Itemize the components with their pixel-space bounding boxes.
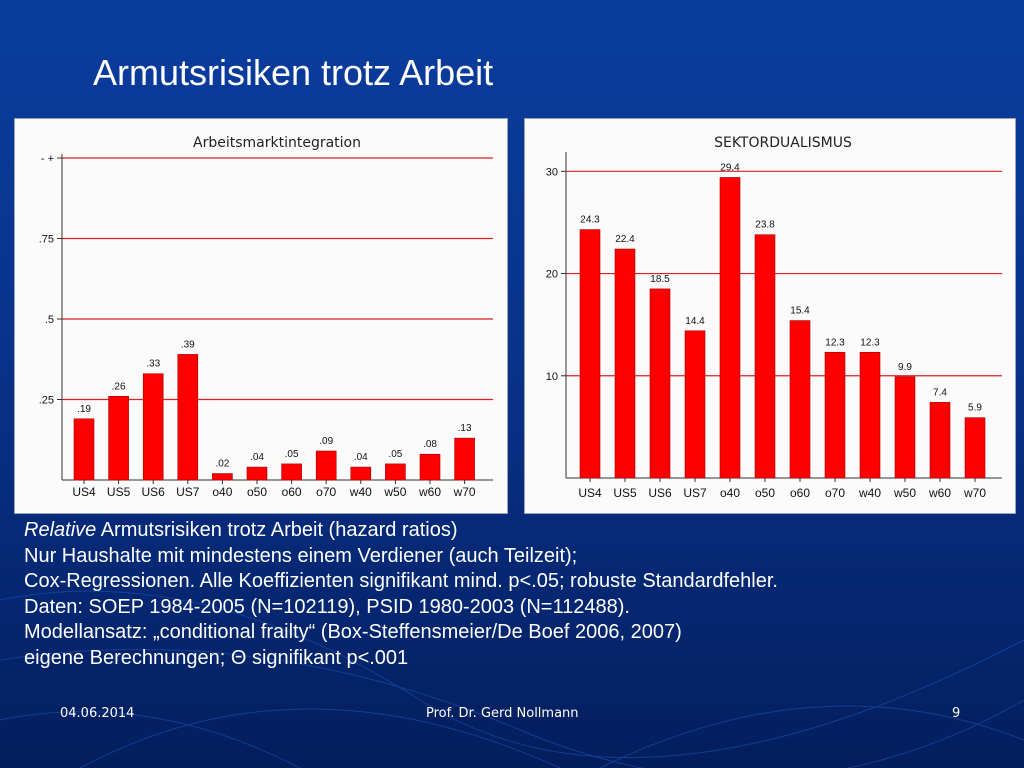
bar <box>350 466 372 481</box>
chart-panel-sektordualismus: SEKTORDUALISMUS 10 20 30 24.3 US4 22.4 US5 18.5 U… <box>524 118 1016 514</box>
caption-line-3: Cox-Regressionen. Alle Koeffizienten sig… <box>24 570 778 592</box>
caption-line-4: Daten: SOEP 1984-2005 (N=102119), PSID 1… <box>24 595 630 618</box>
bar <box>177 354 199 481</box>
x-tick-label: w40 <box>349 485 372 499</box>
bar <box>142 373 164 481</box>
bar <box>859 351 881 479</box>
data-label: 15.4 <box>790 306 810 317</box>
data-label: .26 <box>112 381 126 392</box>
x-tick-label: o70 <box>316 485 336 499</box>
x-tick-label: US5 <box>613 486 637 500</box>
x-tick-label: w60 <box>418 485 441 499</box>
bar <box>246 466 268 481</box>
y-tick-label: 30 <box>546 166 558 178</box>
caption-line-1-rest: Armutsrisiken trotz Arbeit (hazard ratio… <box>96 519 458 541</box>
y-tick-label: - + <box>41 153 54 165</box>
chart-sektordualismus: SEKTORDUALISMUS 10 20 30 24.3 US4 22.4 US5 18.5 U… <box>546 135 1002 500</box>
x-tick-label: w70 <box>963 486 986 500</box>
data-label: .02 <box>215 459 229 470</box>
y-tick-label: .75 <box>39 234 54 246</box>
data-label: .33 <box>146 359 160 370</box>
footer-page-number: 9 <box>952 706 961 721</box>
bar <box>212 473 233 481</box>
footer-date: 04.06.2014 <box>60 706 135 721</box>
chart-panel-arbeitsmarktintegration: Arbeitsmarktintegration .25 .5 .75 - + .19 US4… <box>14 118 508 514</box>
slide-title: Armutsrisiken trotz Arbeit <box>93 52 494 93</box>
bar <box>108 395 129 481</box>
chart-arbeitsmarktintegration: Arbeitsmarktintegration .25 .5 .75 - + .19 US4… <box>39 135 493 499</box>
caption-italic-word: Relative <box>24 519 97 541</box>
x-tick-label: US7 <box>176 485 200 499</box>
data-label: .04 <box>250 452 264 463</box>
x-tick-label: w40 <box>858 486 881 500</box>
data-label: .04 <box>354 452 368 463</box>
x-tick-label: o60 <box>790 486 810 500</box>
x-tick-label: w50 <box>893 486 916 500</box>
data-label: 18.5 <box>650 274 670 285</box>
x-tick-label: US4 <box>72 485 96 499</box>
y-tick-label: .5 <box>45 314 54 326</box>
caption-line-6: eigene Berechnungen; Θ signifikant p<.00… <box>24 646 409 669</box>
data-label: .08 <box>423 439 437 450</box>
bar <box>719 177 741 479</box>
bar <box>579 229 601 479</box>
data-label: 12.3 <box>860 337 880 348</box>
bar <box>649 288 671 479</box>
data-label: .09 <box>319 436 333 447</box>
x-tick-label: US6 <box>142 485 166 499</box>
bar <box>614 248 636 479</box>
bar <box>684 330 706 479</box>
x-tick-label: o60 <box>282 485 302 499</box>
y-tick-label: 20 <box>546 269 558 281</box>
x-tick-label: US7 <box>683 486 707 500</box>
bar <box>929 402 951 479</box>
x-tick-label: w60 <box>928 486 951 500</box>
caption-line-2: Nur Haushalte mit mindestens einem Verdi… <box>24 544 578 567</box>
caption-line-5: Modellansatz: „conditional frailty“ (Box… <box>24 621 682 643</box>
x-tick-label: o70 <box>825 486 845 500</box>
x-tick-label: w70 <box>453 485 476 499</box>
data-label: 14.4 <box>685 316 705 327</box>
data-label: 7.4 <box>933 387 947 398</box>
bar <box>281 463 302 481</box>
chart-title: Arbeitsmarktintegration <box>193 135 361 151</box>
x-tick-label: o50 <box>247 485 267 499</box>
data-label: 23.8 <box>755 220 775 231</box>
data-label: .05 <box>388 449 402 460</box>
data-label: 9.9 <box>898 362 912 373</box>
data-label: .39 <box>181 339 195 350</box>
bar <box>824 351 846 479</box>
data-label: .19 <box>77 404 91 415</box>
footer-author: Prof. Dr. Gerd Nollmann <box>426 706 579 721</box>
data-label: 12.3 <box>825 337 845 348</box>
caption-line-1: Relative Armutsrisiken trotz Arbeit (haz… <box>24 518 778 544</box>
chart-title: SEKTORDUALISMUS <box>714 135 852 151</box>
data-label: .13 <box>458 423 472 434</box>
y-tick-label: 10 <box>546 371 558 383</box>
data-label: 5.9 <box>968 403 982 414</box>
x-tick-label: US5 <box>107 485 131 499</box>
x-tick-label: o50 <box>755 486 775 500</box>
x-tick-label: US4 <box>578 486 602 500</box>
bar <box>385 463 406 481</box>
data-label: 24.3 <box>580 215 600 226</box>
x-tick-label: w50 <box>383 485 406 499</box>
bar <box>419 453 441 481</box>
data-label: .05 <box>285 449 299 460</box>
x-tick-label: o40 <box>720 486 740 500</box>
x-tick-label: US6 <box>648 486 672 500</box>
data-label: 29.4 <box>720 162 740 173</box>
caption: Relative Armutsrisiken trotz Arbeit (haz… <box>24 518 778 671</box>
bar <box>754 234 776 479</box>
bar <box>315 450 337 481</box>
bar <box>73 418 95 481</box>
y-tick-label: .25 <box>39 395 54 407</box>
bar <box>894 376 916 479</box>
x-tick-label: o40 <box>212 485 232 499</box>
bar <box>454 437 475 481</box>
data-label: 22.4 <box>615 234 635 245</box>
bar <box>964 417 986 479</box>
bar <box>789 320 811 479</box>
